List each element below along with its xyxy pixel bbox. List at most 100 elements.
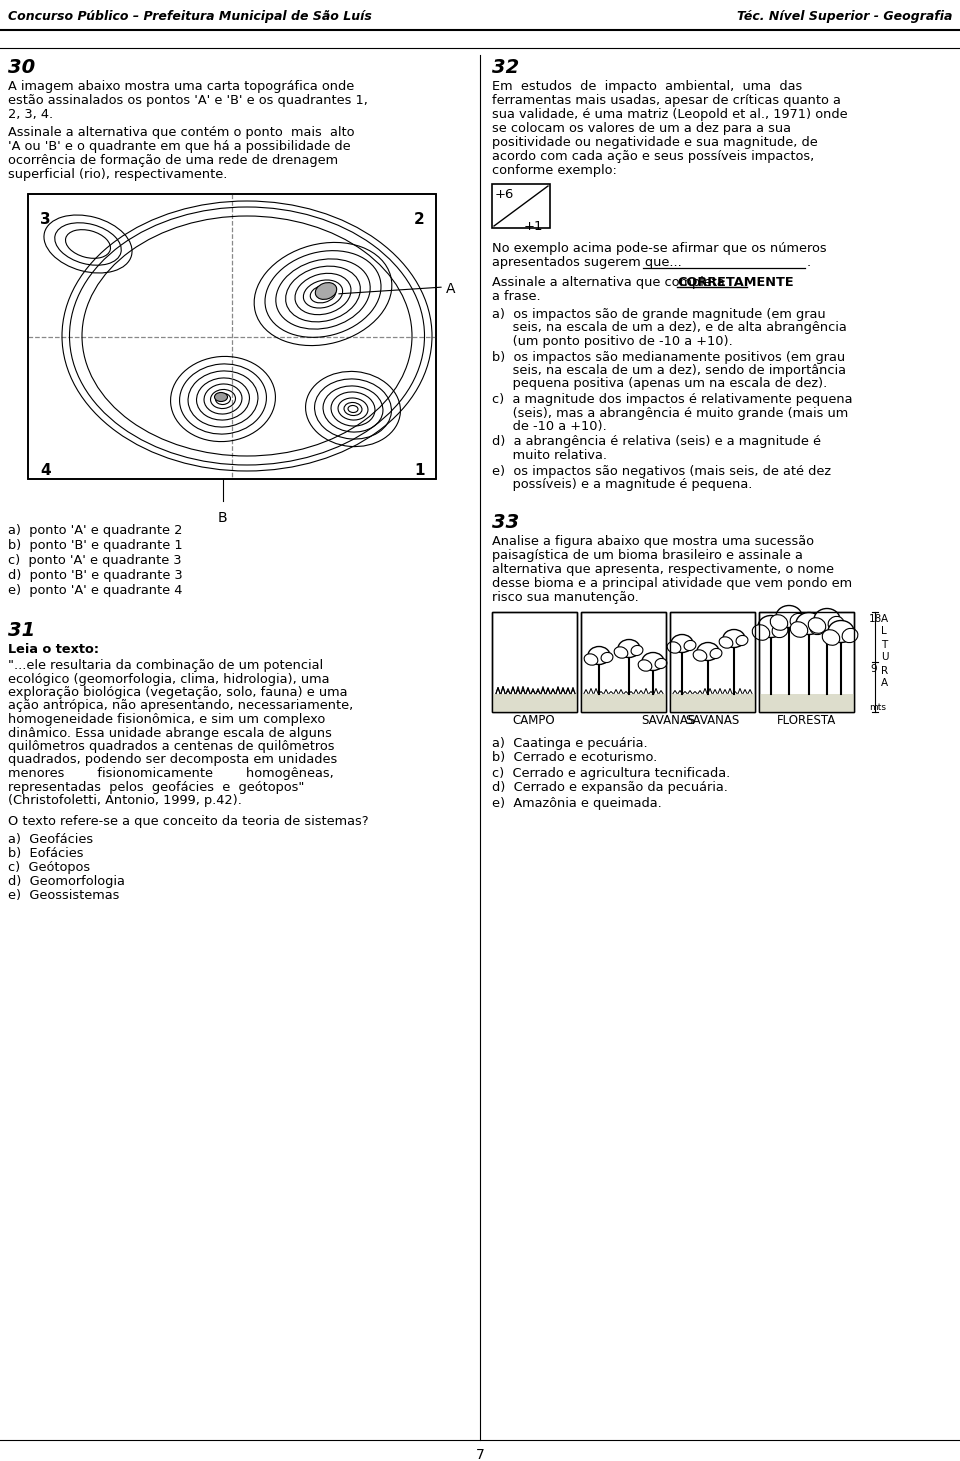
Text: ecológico (geomorfologia, clima, hidrologia), uma: ecológico (geomorfologia, clima, hidrolo… (8, 672, 329, 685)
Text: FLORESTA: FLORESTA (777, 714, 835, 728)
Text: d)  Cerrado e expansão da pecuária.: d) Cerrado e expansão da pecuária. (492, 782, 728, 795)
Text: 30: 30 (8, 58, 36, 77)
Bar (759, 694, 854, 712)
Ellipse shape (214, 393, 228, 402)
Text: A: A (881, 614, 888, 624)
Ellipse shape (584, 655, 598, 665)
Text: +1: +1 (524, 221, 543, 232)
Text: menores        fisionomicamente        homogêneas,: menores fisionomicamente homogêneas, (8, 767, 334, 780)
Ellipse shape (842, 628, 858, 643)
Text: d)  a abrangência é relativa (seis) e a magnitude é: d) a abrangência é relativa (seis) e a m… (492, 435, 821, 449)
Text: acordo com cada ação e seus possíveis impactos,: acordo com cada ação e seus possíveis im… (492, 150, 814, 164)
Text: O texto refere-se a que conceito da teoria de sistemas?: O texto refere-se a que conceito da teor… (8, 815, 369, 828)
Text: No exemplo acima pode-se afirmar que os números: No exemplo acima pode-se afirmar que os … (492, 243, 827, 256)
Ellipse shape (588, 647, 610, 665)
Ellipse shape (693, 650, 707, 662)
Ellipse shape (719, 637, 732, 649)
Text: L: L (881, 627, 887, 637)
Text: e)  ponto 'A' e quadrante 4: e) ponto 'A' e quadrante 4 (8, 584, 182, 598)
Text: mts: mts (869, 704, 886, 713)
Text: quadrados, podendo ser decomposta em unidades: quadrados, podendo ser decomposta em uni… (8, 754, 337, 767)
Text: 33: 33 (492, 513, 519, 532)
Text: ocorrência de formação de uma rede de drenagem: ocorrência de formação de uma rede de dr… (8, 153, 338, 167)
Ellipse shape (796, 612, 822, 634)
Text: B: B (218, 511, 228, 524)
Text: apresentados sugerem que...: apresentados sugerem que... (492, 256, 682, 269)
Ellipse shape (614, 647, 628, 659)
Bar (492, 612, 577, 712)
Text: b)  os impactos são medianamente positivos (em grau: b) os impactos são medianamente positivo… (492, 351, 845, 364)
Text: c)  ponto 'A' e quadrante 3: c) ponto 'A' e quadrante 3 (8, 554, 181, 567)
Ellipse shape (667, 641, 681, 653)
Text: CAMPO: CAMPO (513, 714, 555, 728)
Ellipse shape (808, 618, 826, 633)
Text: homogeneidade fisionômica, e sim um complexo: homogeneidade fisionômica, e sim um comp… (8, 713, 325, 726)
Bar (28, 194, 436, 479)
Text: a)  Caatinga e pecuária.: a) Caatinga e pecuária. (492, 736, 648, 749)
Text: e)  os impactos são negativos (mais seis, de até dez: e) os impactos são negativos (mais seis,… (492, 465, 831, 478)
Text: Em  estudos  de  impacto  ambiental,  uma  das: Em estudos de impacto ambiental, uma das (492, 80, 803, 94)
Text: Assinale a alternativa que contém o ponto  mais  alto: Assinale a alternativa que contém o pont… (8, 126, 354, 139)
Ellipse shape (814, 608, 840, 631)
Ellipse shape (723, 630, 745, 647)
Text: representadas  pelos  geofácies  e  geótopos": representadas pelos geofácies e geótopos… (8, 780, 304, 793)
Text: d)  Geomorfologia: d) Geomorfologia (8, 875, 125, 888)
Text: se colocam os valores de um a dez para a sua: se colocam os valores de um a dez para a… (492, 123, 791, 134)
Text: superficial (rio), respectivamente.: superficial (rio), respectivamente. (8, 168, 228, 181)
Text: positividade ou negatividade e sua magnitude, de: positividade ou negatividade e sua magni… (492, 136, 818, 149)
Text: c)  Cerrado e agricultura tecnificada.: c) Cerrado e agricultura tecnificada. (492, 767, 731, 780)
Text: "...ele resultaria da combinação de um potencial: "...ele resultaria da combinação de um p… (8, 659, 324, 672)
Text: 1: 1 (414, 463, 424, 478)
Text: b)  Eofácies: b) Eofácies (8, 847, 84, 861)
Ellipse shape (655, 659, 667, 669)
Text: 7: 7 (475, 1448, 485, 1461)
Bar (492, 612, 577, 712)
Text: A: A (881, 678, 888, 688)
Text: 32: 32 (492, 58, 519, 77)
Ellipse shape (758, 615, 784, 637)
Bar (581, 612, 666, 712)
Text: desse bioma e a principal atividade que vem pondo em: desse bioma e a principal atividade que … (492, 577, 852, 590)
Text: 18: 18 (869, 614, 882, 624)
Bar (759, 612, 854, 712)
Text: T: T (881, 640, 887, 650)
Text: A imagem abaixo mostra uma carta topográfica onde: A imagem abaixo mostra uma carta topográ… (8, 80, 354, 94)
Ellipse shape (753, 625, 770, 640)
Text: seis, na escala de um a dez), sendo de importância: seis, na escala de um a dez), sendo de i… (492, 364, 846, 377)
Text: d)  ponto 'B' e quadrante 3: d) ponto 'B' e quadrante 3 (8, 568, 182, 581)
Text: risco sua manutenção.: risco sua manutenção. (492, 592, 638, 605)
Text: muito relativa.: muito relativa. (492, 449, 607, 462)
Ellipse shape (823, 630, 840, 646)
Text: alternativa que apresenta, respectivamente, o nome: alternativa que apresenta, respectivamen… (492, 564, 834, 577)
Bar (492, 694, 577, 712)
Text: A: A (446, 282, 455, 297)
Ellipse shape (642, 653, 664, 671)
Ellipse shape (671, 634, 693, 653)
Ellipse shape (631, 646, 643, 656)
Text: U: U (881, 653, 889, 662)
Bar (581, 612, 666, 712)
Text: ferramentas mais usadas, apesar de críticas quanto a: ferramentas mais usadas, apesar de críti… (492, 94, 841, 107)
Text: pequena positiva (apenas um na escala de dez).: pequena positiva (apenas um na escala de… (492, 377, 828, 390)
Ellipse shape (736, 636, 748, 646)
Text: Téc. Nível Superior - Geografia: Téc. Nível Superior - Geografia (736, 10, 952, 23)
Ellipse shape (770, 615, 788, 630)
Text: ação antrópica, não apresentando, necessariamente,: ação antrópica, não apresentando, necess… (8, 700, 353, 713)
Text: CORRETAMENTE: CORRETAMENTE (678, 276, 794, 289)
Text: a)  os impactos são de grande magnitude (em grau: a) os impactos são de grande magnitude (… (492, 308, 826, 321)
Text: e)  Geossistemas: e) Geossistemas (8, 890, 119, 903)
Text: a frase.: a frase. (492, 289, 540, 302)
Text: (Christofoletti, Antonio, 1999, p.42).: (Christofoletti, Antonio, 1999, p.42). (8, 793, 242, 806)
Text: b)  Cerrado e ecoturismo.: b) Cerrado e ecoturismo. (492, 751, 658, 764)
Text: SAVANAS: SAVANAS (684, 714, 739, 728)
Text: Analise a figura abaixo que mostra uma sucessão: Analise a figura abaixo que mostra uma s… (492, 536, 814, 548)
Ellipse shape (790, 614, 805, 628)
Text: sua validade, é uma matriz (Leopold et al., 1971) onde: sua validade, é uma matriz (Leopold et a… (492, 108, 848, 121)
Text: 2, 3, 4.: 2, 3, 4. (8, 108, 53, 121)
Text: dinâmico. Essa unidade abrange escala de alguns: dinâmico. Essa unidade abrange escala de… (8, 726, 332, 739)
Text: e)  Amazônia e queimada.: e) Amazônia e queimada. (492, 796, 661, 809)
Text: 31: 31 (8, 621, 36, 640)
Ellipse shape (315, 282, 337, 300)
Ellipse shape (828, 621, 854, 643)
Text: c)  a magnitude dos impactos é relativamente pequena: c) a magnitude dos impactos é relativame… (492, 393, 852, 406)
